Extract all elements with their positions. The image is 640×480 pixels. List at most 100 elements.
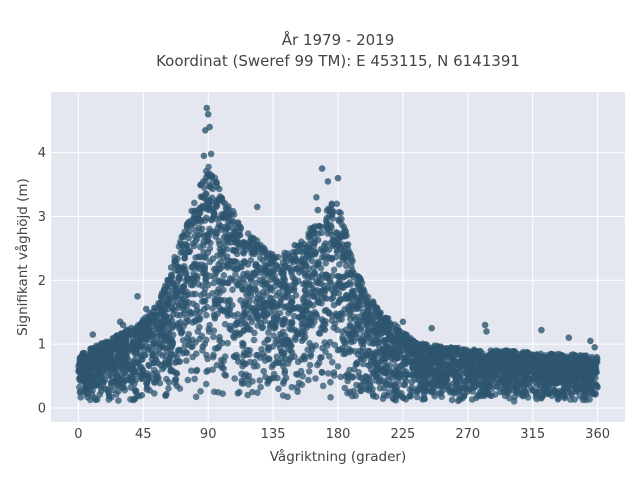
data-point <box>209 255 217 262</box>
data-point <box>134 392 141 400</box>
data-point <box>531 371 539 378</box>
data-point <box>141 372 149 379</box>
data-point <box>324 230 331 237</box>
data-point <box>568 391 575 399</box>
data-point <box>427 364 435 372</box>
data-point <box>287 347 294 354</box>
data-point <box>299 372 307 380</box>
data-point <box>565 334 573 342</box>
data-point <box>273 353 281 361</box>
data-point <box>164 319 172 327</box>
data-point <box>567 357 574 364</box>
data-point <box>365 387 372 394</box>
data-point <box>203 351 210 359</box>
data-point <box>225 307 232 314</box>
data-point <box>415 386 423 394</box>
data-point <box>191 273 199 280</box>
data-point <box>189 336 196 344</box>
data-point <box>303 314 311 322</box>
data-point <box>413 372 420 380</box>
data-points <box>75 104 601 405</box>
data-point <box>324 178 332 185</box>
data-point <box>388 381 396 389</box>
data-point <box>313 287 321 294</box>
data-point <box>249 269 257 277</box>
data-point <box>565 375 572 383</box>
data-point <box>315 258 322 266</box>
data-point <box>279 281 286 288</box>
data-point <box>282 374 290 382</box>
data-point <box>189 343 196 350</box>
data-point <box>505 371 512 379</box>
data-point <box>589 366 596 374</box>
data-point <box>244 375 252 383</box>
x-tick-label: 90 <box>200 427 217 442</box>
data-point <box>200 152 208 160</box>
data-point <box>313 313 321 320</box>
data-point <box>259 257 267 264</box>
data-point <box>170 307 178 314</box>
data-point <box>301 329 308 336</box>
data-point <box>310 239 318 247</box>
data-point <box>256 295 264 303</box>
data-point <box>182 277 190 284</box>
data-point <box>349 326 357 334</box>
data-point <box>340 251 347 258</box>
data-point <box>261 273 268 280</box>
data-point <box>511 387 518 395</box>
data-point <box>513 381 520 388</box>
data-point <box>84 393 91 401</box>
data-point <box>287 354 295 362</box>
data-point <box>197 291 205 299</box>
data-point <box>538 394 545 401</box>
data-point <box>258 324 266 332</box>
data-point <box>318 165 326 172</box>
data-point <box>288 303 296 311</box>
data-point <box>178 298 185 305</box>
data-point <box>556 389 563 397</box>
data-point <box>406 391 414 399</box>
data-point <box>246 358 254 366</box>
data-point <box>322 240 329 247</box>
data-point <box>162 357 169 365</box>
data-point <box>304 346 312 354</box>
data-point <box>161 332 168 339</box>
data-point <box>279 269 286 276</box>
data-point <box>335 208 343 216</box>
data-point <box>197 253 204 261</box>
data-point <box>312 342 320 349</box>
data-point <box>576 392 584 400</box>
data-point <box>223 253 231 260</box>
data-point <box>541 354 549 362</box>
data-point <box>541 373 548 381</box>
data-point <box>372 377 379 384</box>
data-point <box>238 370 245 378</box>
data-point <box>284 287 292 295</box>
data-point <box>577 380 584 387</box>
data-point <box>444 370 451 378</box>
data-point <box>166 296 173 303</box>
data-point <box>325 246 333 253</box>
data-point <box>500 388 507 396</box>
data-point <box>175 274 182 282</box>
data-point <box>170 286 177 294</box>
data-point <box>319 382 327 390</box>
data-point <box>176 238 184 246</box>
x-tick-label: 0 <box>74 427 82 442</box>
data-point <box>114 352 121 360</box>
data-point <box>326 353 333 360</box>
data-point <box>223 205 230 213</box>
data-point <box>156 379 164 387</box>
data-point <box>337 373 345 381</box>
data-point <box>87 373 95 381</box>
data-point <box>249 388 256 396</box>
data-point <box>314 206 322 214</box>
data-point <box>276 316 283 324</box>
data-point <box>296 313 304 321</box>
data-point <box>191 232 198 240</box>
data-point <box>591 344 598 351</box>
data-point <box>364 300 371 308</box>
data-point <box>205 163 212 171</box>
data-point <box>103 350 110 358</box>
data-point <box>123 351 131 359</box>
